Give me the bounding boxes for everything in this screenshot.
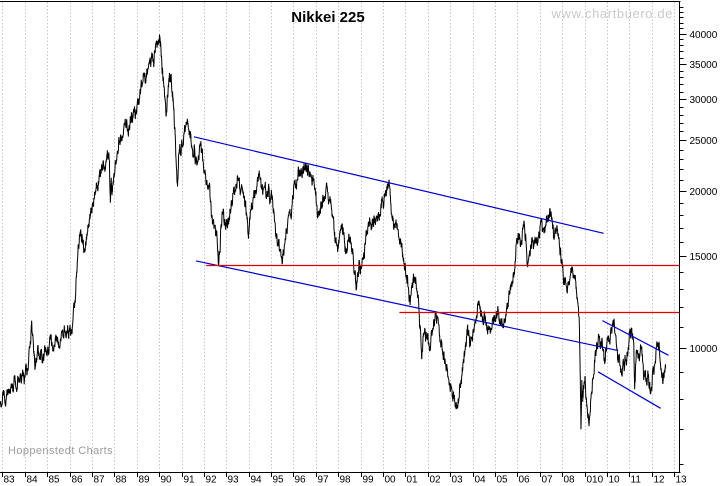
x-tick-label: 08	[564, 475, 576, 486]
x-tick-label: 02	[430, 475, 442, 486]
x-tick-label: 06	[519, 475, 531, 486]
x-tick-label: 89	[139, 475, 151, 486]
x-tick-label: 11	[631, 475, 642, 486]
x-tick-label: 96	[295, 475, 307, 486]
x-tick-label: 04	[475, 475, 487, 486]
x-tick-label: 95	[273, 475, 285, 486]
x-tick-label: 83	[4, 475, 16, 486]
branding-label: Hoppenstedt Charts	[8, 445, 114, 457]
trend-line	[193, 136, 604, 234]
x-tick-label: 12	[654, 475, 666, 486]
x-tick-label: 90	[161, 475, 173, 486]
y-tick-label: 20000	[690, 187, 718, 198]
x-tick-label: 86	[72, 475, 84, 486]
x-tick-label: 05	[497, 475, 509, 486]
x-tick-label: 10	[609, 475, 621, 486]
trend-line	[602, 320, 669, 356]
x-tick-label: 13	[676, 475, 688, 486]
x-tick-label: 97	[318, 475, 330, 486]
y-tick-label: 15000	[690, 252, 718, 263]
trend-line	[597, 371, 661, 409]
x-tick-label: 01	[407, 475, 419, 486]
x-tick-label: 00	[385, 475, 397, 486]
y-tick-label: 10000	[690, 344, 718, 355]
y-tick-label: 35000	[690, 60, 718, 71]
x-tick-label: 98	[340, 475, 352, 486]
x-tick-label: 010	[587, 475, 604, 486]
x-tick-label: 03	[452, 475, 464, 486]
x-tick-label: 84	[27, 475, 39, 486]
x-tick-label: 85	[49, 475, 61, 486]
x-tick-label: 91	[184, 475, 196, 486]
price-line	[0, 34, 667, 430]
y-tick-label: 40000	[690, 30, 718, 41]
y-tick-label: 25000	[690, 136, 718, 147]
x-tick-label: 07	[542, 475, 554, 486]
x-tick-label: 87	[94, 475, 106, 486]
x-tick-label: 88	[116, 475, 128, 486]
x-tick-label: 93	[228, 475, 240, 486]
watermark-text: www.chartbuero.de	[551, 6, 673, 21]
y-tick-label: 30000	[690, 95, 718, 106]
x-tick-label: 92	[206, 475, 218, 486]
chart-title: Nikkei 225	[291, 9, 365, 26]
x-tick-label: 94	[251, 475, 263, 486]
trend-line	[195, 260, 619, 352]
x-tick-label: 99	[363, 475, 375, 486]
